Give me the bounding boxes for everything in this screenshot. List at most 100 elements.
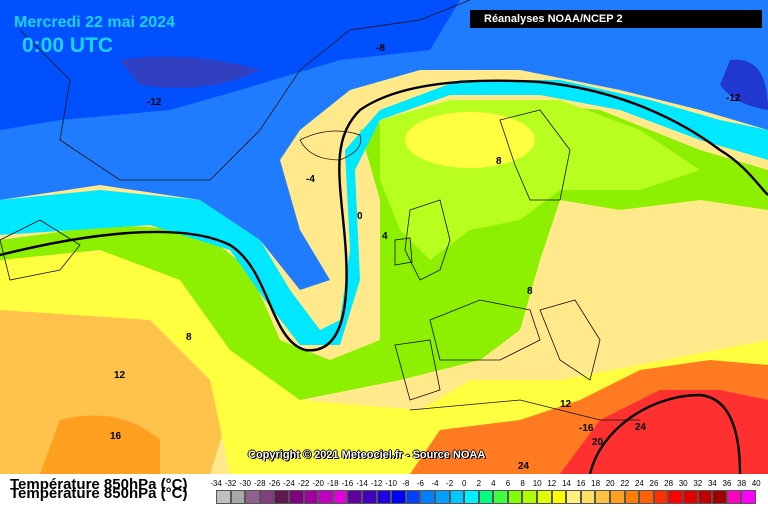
coast-scandinavia (499, 109, 571, 201)
legend-tick-label: -32 (224, 479, 237, 488)
legend-swatch (741, 490, 756, 504)
legend-swatch (537, 490, 552, 504)
time-title: 0:00 UTC (22, 34, 114, 57)
cyan-band (0, 80, 768, 345)
legend-tick-label: 26 (649, 479, 659, 488)
contour-label: -12 (147, 97, 162, 108)
map-canvas (0, 0, 768, 474)
legend-tick-label: 40 (751, 479, 761, 488)
legend-swatch (376, 490, 392, 504)
coast-greenland (19, 0, 471, 181)
legend-title: Température 850hPa (°C) (10, 476, 188, 493)
legend-footer: Température 850hPa (°C) Température 850h… (0, 474, 768, 512)
legend-tick-label: -2 (446, 479, 454, 488)
legend-swatch (610, 490, 625, 504)
legend-tick-label: 34 (707, 479, 717, 488)
source-banner: Réanalyses NOAA/NCEP 2 (470, 10, 762, 28)
legend-tick-label: 4 (491, 479, 496, 488)
contour-label: -12 (726, 93, 741, 104)
copyright-notice: Copyright © 2021 Meteociel.fr - Source N… (248, 449, 486, 461)
legend-tick-label: -22 (297, 479, 310, 488)
legend-swatch (318, 490, 333, 504)
coast-portugal (394, 339, 441, 401)
cold-core-greenland (120, 56, 260, 88)
legend-tick-label: 20 (605, 479, 615, 488)
legend-tick-label: -10 (385, 479, 397, 488)
legend-swatch (391, 490, 406, 504)
legend-tick-label: 32 (693, 479, 703, 488)
legend-tick-label: 0 (461, 479, 467, 488)
legend-swatch (551, 490, 567, 504)
legend-tick-label: -24 (283, 479, 295, 488)
legend-swatch (449, 490, 465, 504)
legend-swatch (245, 490, 260, 504)
legend-tick-label: 24 (634, 479, 644, 488)
legend-swatch (566, 490, 581, 504)
legend-swatch (726, 490, 742, 504)
coast-canada (0, 219, 81, 281)
contour-label: 8 (527, 286, 533, 297)
contour-label: 12 (114, 370, 126, 381)
legend-swatch (624, 490, 640, 504)
legend-swatch (434, 490, 450, 504)
legend-swatch (303, 490, 319, 504)
legend-swatch (639, 490, 654, 504)
legend-tick-label: 10 (532, 479, 542, 488)
contour-label: -16 (579, 423, 594, 434)
contour-label: 16 (110, 431, 122, 442)
legend-swatch (522, 490, 538, 504)
legend-tick-label: -8 (402, 479, 410, 488)
coast-italy (539, 299, 601, 381)
coast-iberia-france (429, 299, 541, 361)
legend-tick-label: -6 (416, 479, 424, 488)
legend-swatch (259, 490, 275, 504)
legend-swatch (595, 490, 611, 504)
coast-ireland (394, 237, 413, 266)
contour-label: 24 (635, 422, 647, 433)
legend-tick-label: 6 (505, 479, 511, 488)
coast-britain (404, 199, 451, 281)
legend-swatch (420, 490, 435, 504)
legend-swatch (361, 490, 377, 504)
legend-tick-label: 38 (737, 479, 747, 488)
legend-swatch (230, 490, 246, 504)
legend-swatch (507, 490, 523, 504)
legend-tick-label: -30 (239, 479, 251, 488)
legend-tick-label: -26 (268, 479, 281, 488)
legend-swatch (683, 490, 698, 504)
isotherm-24-line (588, 393, 742, 474)
legend-tick-label: -14 (356, 479, 368, 488)
legend-tick-label: 36 (722, 479, 732, 488)
legend-tick-label: 16 (576, 479, 586, 488)
legend-color-scale (216, 490, 756, 504)
contour-label: 0 (357, 211, 363, 222)
legend-swatch (332, 490, 348, 504)
legend-tick-label: -16 (341, 479, 354, 488)
legend-tick-label: 2 (476, 479, 482, 488)
contour-label: 20 (592, 437, 604, 448)
legend-tick-label: 8 (520, 479, 525, 488)
legend-swatch (288, 490, 304, 504)
legend-tick-label: -34 (210, 479, 222, 488)
legend-swatch (405, 490, 421, 504)
legend-tick-label: 14 (561, 479, 571, 488)
temperature-map (0, 0, 768, 474)
legend-tick-label: -4 (431, 479, 439, 488)
cold-core-east (720, 59, 768, 110)
legend-swatch (274, 490, 289, 504)
legend-tick-label: 22 (620, 479, 630, 488)
legend-tick-label: 28 (664, 479, 674, 488)
legend-swatch (347, 490, 362, 504)
legend-tick-label: -18 (327, 479, 339, 488)
legend-swatch (216, 490, 231, 504)
legend-swatch (653, 490, 669, 504)
contour-label: 8 (496, 156, 502, 167)
contour-label: 8 (186, 332, 192, 343)
legend-swatch (493, 490, 508, 504)
legend-tick-label: -12 (370, 479, 383, 488)
coast-north-africa (409, 399, 640, 421)
contour-label: 24 (518, 461, 530, 472)
legend-ticks: -34 -32 -30 -28 -26 -24 -22 -20 -18 -16 -14 -12 -10-… (208, 479, 760, 489)
legend-swatch (668, 490, 683, 504)
contour-label: 4 (382, 231, 388, 242)
